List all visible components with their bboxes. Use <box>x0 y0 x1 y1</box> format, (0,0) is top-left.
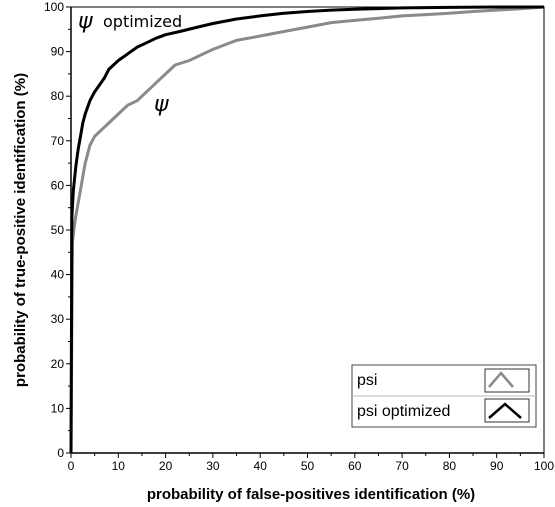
x-tick-label-90: 90 <box>490 459 504 473</box>
y-tick-label-20: 20 <box>51 357 65 371</box>
x-tick-label-30: 30 <box>206 459 220 473</box>
legend-swatch-psi-optimized <box>488 402 522 419</box>
x-tick-label-80: 80 <box>443 459 457 473</box>
ticks-layer: 0 10 20 30 40 50 60 70 80 90 100 0 10 20 30 40 50 60 70 80 9… <box>44 0 554 473</box>
annotation-psi-optimized-text: optimized <box>103 12 182 31</box>
x-tick-label-50: 50 <box>301 459 315 473</box>
y-tick-label-70: 70 <box>51 134 65 148</box>
x-tick-label-100: 100 <box>534 459 554 473</box>
y-tick-label-10: 10 <box>51 401 65 415</box>
annotation-psi-symbol: ψ <box>154 92 169 117</box>
legend: psi psi optimized <box>351 364 537 428</box>
y-tick-label-90: 90 <box>51 45 65 59</box>
legend-swatch-psi <box>488 371 514 388</box>
y-tick-label-50: 50 <box>51 223 65 237</box>
y-tick-label-80: 80 <box>51 89 65 103</box>
series-layer <box>69 5 545 454</box>
x-tick-label-60: 60 <box>348 459 362 473</box>
annotation-psi-optimized: ψ optimized <box>78 9 182 34</box>
x-axis-label: probability of false-positives identific… <box>147 486 475 503</box>
y-tick-label-40: 40 <box>51 268 65 282</box>
legend-label-psi: psi <box>357 372 377 389</box>
y-tick-label-60: 60 <box>51 178 65 192</box>
x-tick-label-20: 20 <box>159 459 173 473</box>
x-tick-label-40: 40 <box>254 459 268 473</box>
legend-label-psi-optimized: psi optimized <box>357 403 450 420</box>
annotation-psi-optimized-symbol: ψ <box>78 9 93 34</box>
legend-swatch-psi-optimized-frame <box>484 398 530 423</box>
y-tick-label-30: 30 <box>51 312 65 326</box>
y-tick-label-0: 0 <box>57 446 64 460</box>
series-line-psi-optimized <box>69 5 544 454</box>
annotation-psi: ψ <box>154 92 169 117</box>
series-line-psi <box>69 5 545 454</box>
x-tick-label-70: 70 <box>395 459 409 473</box>
y-tick-label-100: 100 <box>44 0 64 14</box>
y-axis-label: probability of true-positive identificat… <box>12 73 29 387</box>
x-tick-label-0: 0 <box>68 459 75 473</box>
x-tick-label-10: 10 <box>112 459 126 473</box>
